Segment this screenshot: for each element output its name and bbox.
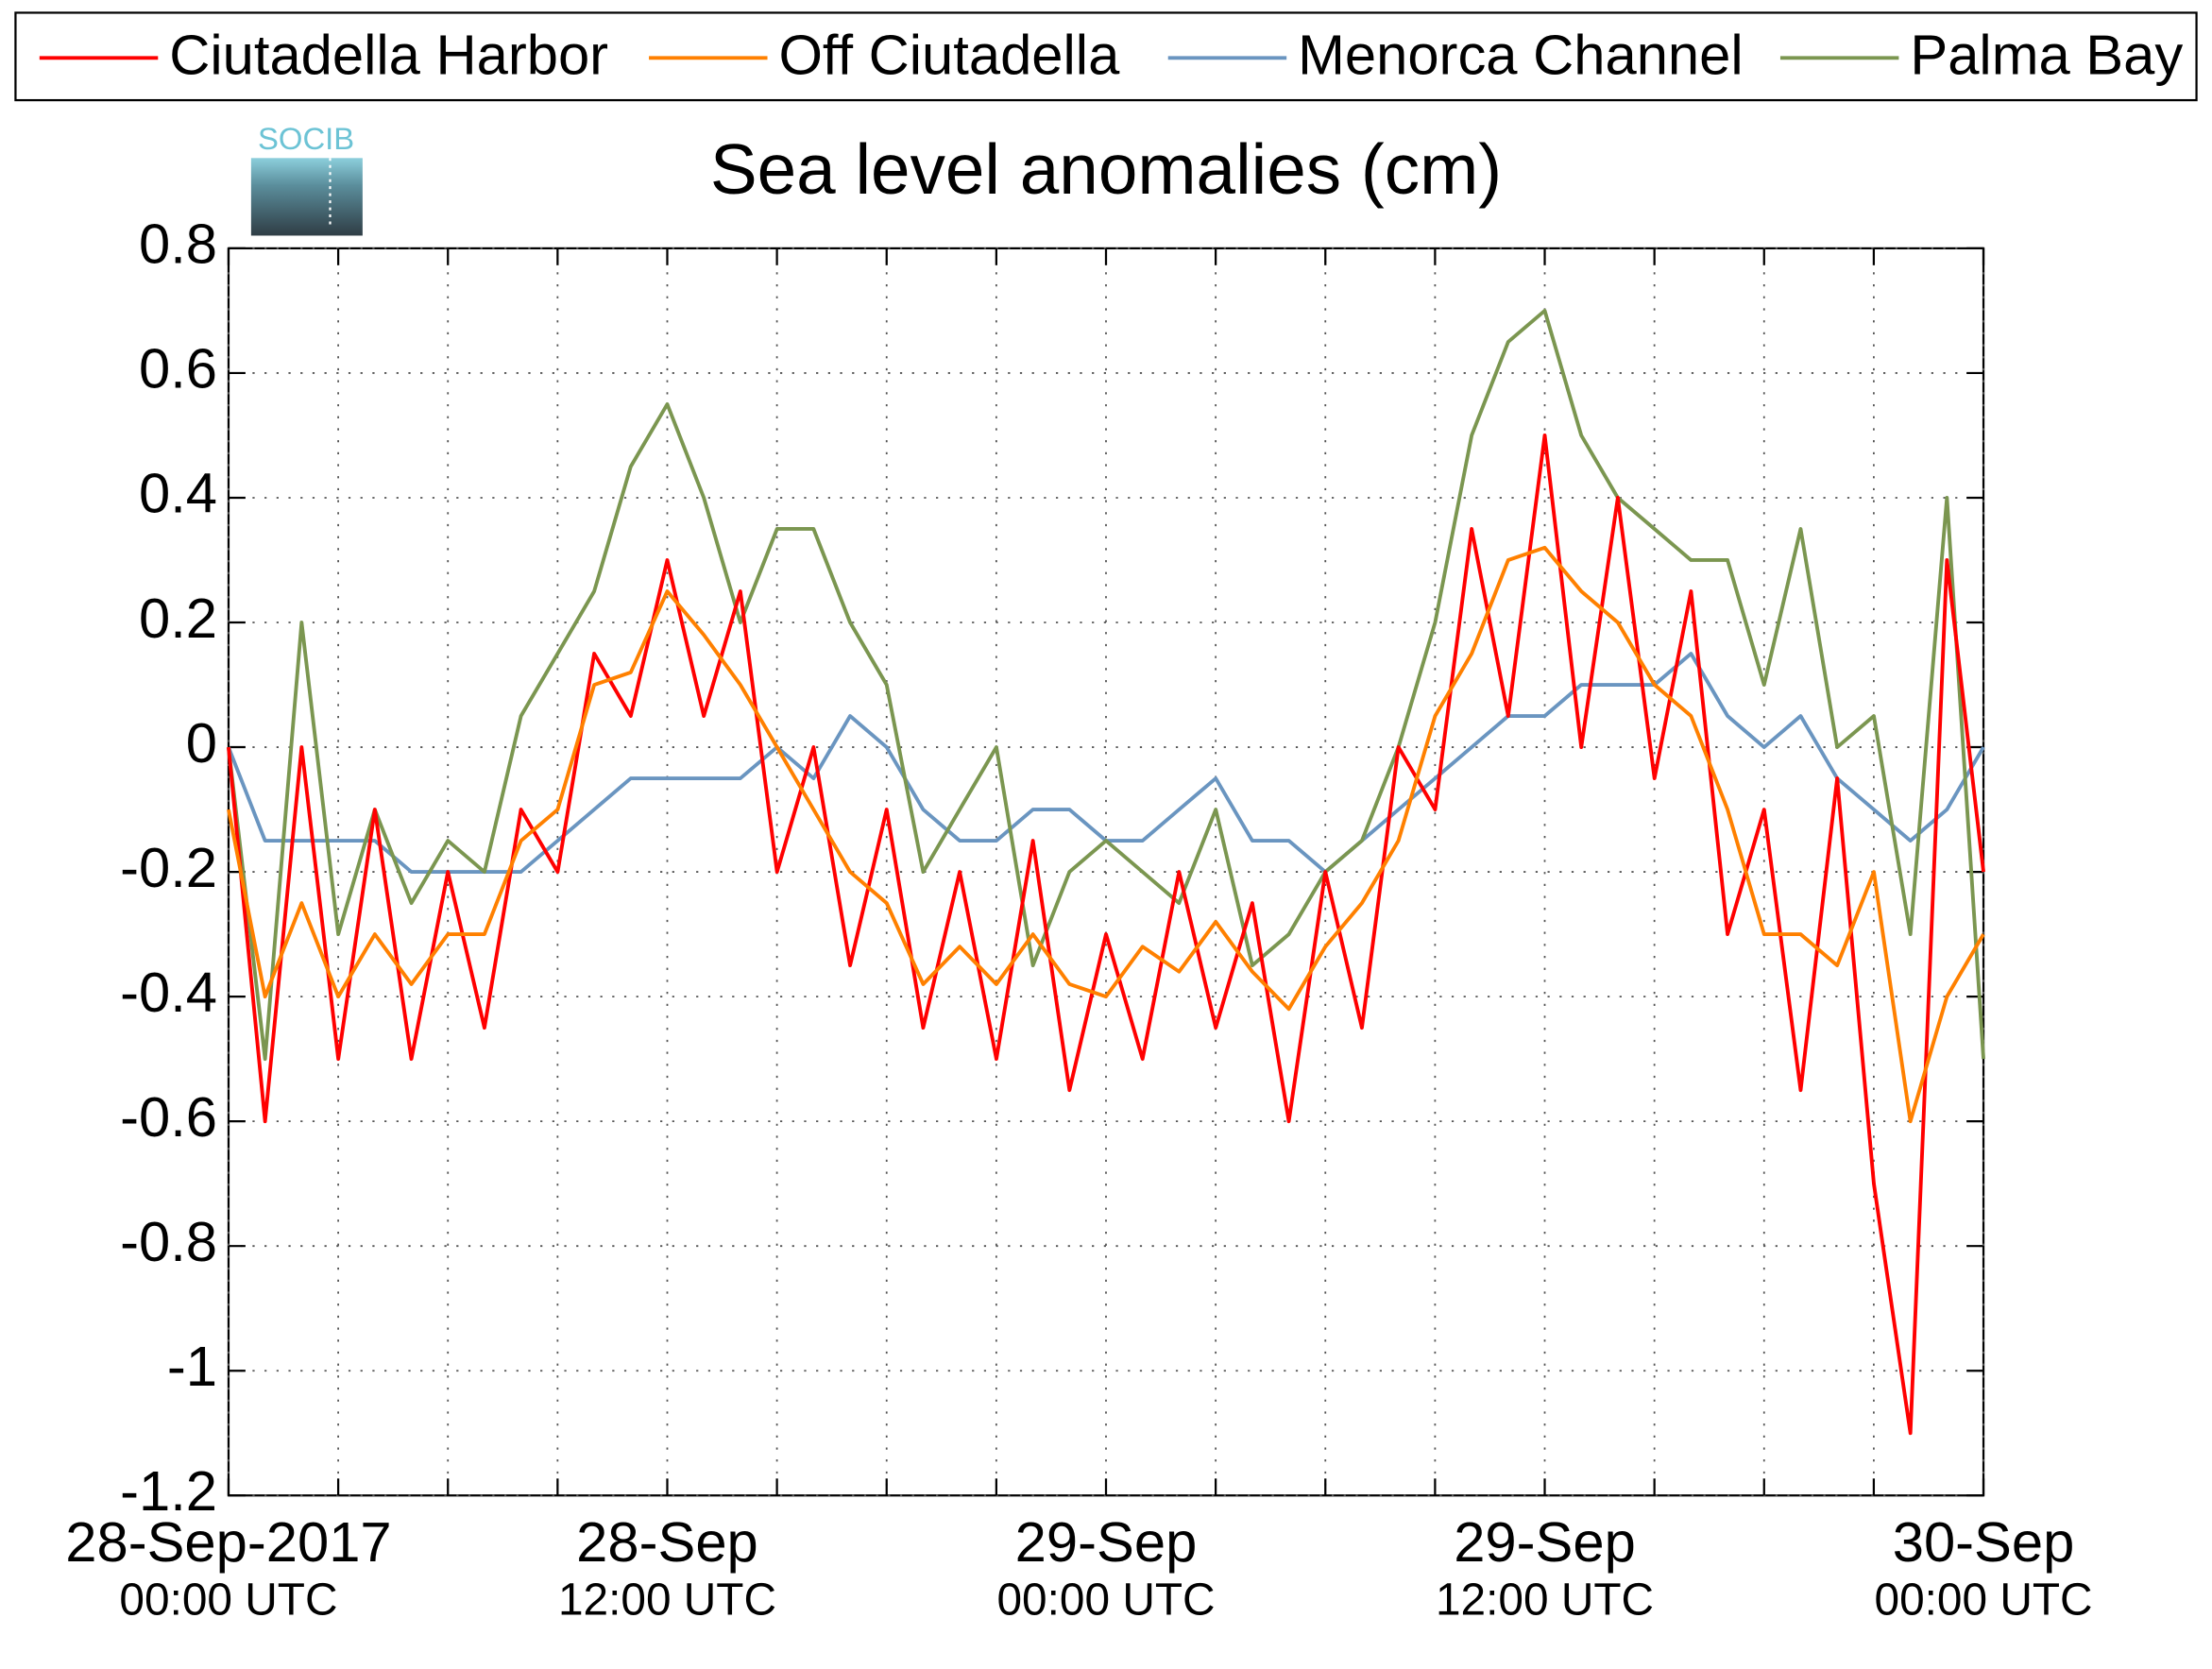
y-tick-label: 0: [186, 711, 217, 775]
y-tick-label: 0.2: [139, 587, 217, 650]
x-tick-label: 30-Sep: [1893, 1510, 2075, 1574]
x-tick-label: 29-Sep: [1015, 1510, 1198, 1574]
series-line: [227, 308, 1985, 1062]
legend-label: Off Ciutadella: [778, 24, 1120, 87]
y-tick-label: 0.8: [139, 213, 217, 276]
legend-label: Ciutadella Harbor: [169, 24, 608, 87]
chart-title: Sea level anomalies (cm): [710, 129, 1502, 209]
x-tick-label: 29-Sep: [1454, 1510, 1636, 1574]
y-tick-label: -0.6: [120, 1085, 217, 1149]
y-tick-label: -0.4: [120, 961, 217, 1024]
logo-image: [250, 158, 363, 236]
y-tick-label: -1.2: [120, 1459, 217, 1523]
y-tick-label: -0.8: [120, 1210, 217, 1273]
x-tick-sublabel: 12:00 UTC: [558, 1575, 776, 1625]
series-line: [227, 434, 1985, 1436]
y-tick-label: -0.2: [120, 836, 217, 899]
plot-lines: [227, 308, 1985, 1436]
y-tick-label: 0.6: [139, 337, 217, 400]
legend-label: Menorca Channel: [1298, 24, 1744, 87]
series-line: [227, 545, 1985, 1124]
logo: SOCIB: [250, 121, 363, 236]
y-tick-label: -1: [167, 1335, 217, 1398]
x-tick-label: 28-Sep-2017: [65, 1510, 391, 1574]
x-tick-sublabel: 12:00 UTC: [1436, 1575, 1654, 1625]
logo-text: SOCIB: [258, 121, 354, 156]
x-tick-sublabel: 00:00 UTC: [996, 1575, 1215, 1625]
x-tick-sublabel: 00:00 UTC: [119, 1575, 337, 1625]
legend-label: Palma Bay: [1910, 24, 2183, 87]
y-tick-label: 0.4: [139, 462, 217, 525]
x-tick-sublabel: 00:00 UTC: [1875, 1575, 2093, 1625]
x-tick-label: 28-Sep: [576, 1510, 758, 1574]
